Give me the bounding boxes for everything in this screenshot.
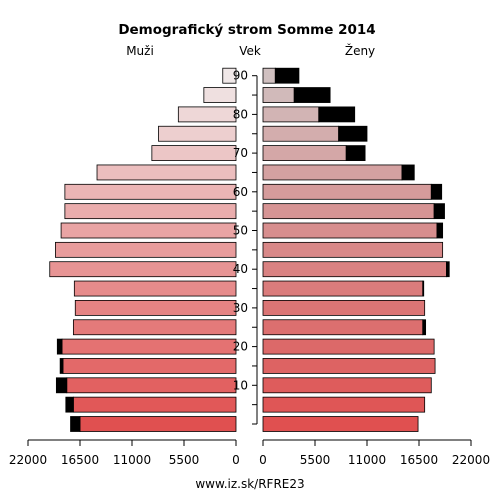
x-tick-label-women-16500: 16500 [400, 453, 438, 467]
men-bar-35-39 [73, 280, 237, 297]
x-tick-label-men-16500: 16500 [61, 453, 99, 467]
x-tick-label-women-0: 0 [259, 453, 267, 467]
men-label: Muži [126, 44, 154, 58]
age-label: Vek [239, 44, 261, 58]
men-bar-25-29 [72, 319, 237, 336]
women-bar-0-4 [262, 416, 419, 432]
women-bar-extra-60-64 [430, 183, 443, 200]
men-bar-45-49 [55, 241, 237, 258]
age-axis: 10 20 30 40 50 60 70 80 90 [233, 69, 258, 425]
men-bar-90+ [222, 67, 237, 84]
footer-url: www.iz.sk/RFRE23 [195, 477, 304, 491]
women-bar-extra-65-69 [401, 164, 415, 181]
chart-title: Demografický strom Somme 2014 [118, 22, 375, 38]
women-bar-extra-50-54 [436, 222, 444, 239]
women-bar-5-9 [262, 396, 426, 413]
women-bar-extra-85-89 [293, 87, 331, 103]
women-bar-90+ [262, 67, 276, 84]
age-tick-label-50: 50 [233, 224, 248, 238]
women-bar-extra-70-74 [345, 145, 366, 162]
women-bar-extra-35-39 [422, 280, 425, 297]
women-bar-70-74 [262, 145, 347, 162]
men-bar-15-19 [62, 358, 237, 374]
men-bar-extra-0-4 [70, 416, 81, 432]
age-tick-label-10: 10 [233, 378, 248, 392]
age-tick-label-60: 60 [233, 185, 248, 199]
men-bar-70-74 [151, 145, 237, 162]
age-tick-label-40: 40 [233, 262, 248, 276]
men-bar-extra-5-9 [65, 396, 74, 413]
age-tick-label-80: 80 [233, 107, 248, 121]
women-bar-75-79 [262, 125, 340, 142]
women-bar-50-54 [262, 222, 438, 239]
men-bar-85-89 [203, 87, 237, 103]
x-tick-label-men-5500: 5500 [169, 453, 200, 467]
women-bar-extra-40-44 [446, 261, 450, 278]
men-bar-extra-15-19 [59, 358, 64, 374]
men-bar-5-9 [72, 396, 237, 413]
x-tick-label-men-11000: 11000 [113, 453, 151, 467]
x-tick-label-men-22000: 22000 [9, 453, 47, 467]
women-bar-65-69 [262, 164, 403, 181]
men-bar-20-24 [61, 338, 237, 355]
women-bar-85-89 [262, 87, 295, 103]
women-bar-40-44 [262, 261, 447, 278]
women-bar-55-59 [262, 203, 435, 220]
women-bar-10-14 [262, 377, 432, 394]
age-tick-label-90: 90 [233, 69, 248, 83]
x-tick-label-women-11000: 11000 [348, 453, 386, 467]
women-bar-extra-25-29 [422, 319, 427, 336]
women-bar-35-39 [262, 280, 424, 297]
men-bar-10-14 [66, 377, 237, 394]
women-bar-25-29 [262, 319, 424, 336]
age-tick-label-30: 30 [233, 301, 248, 315]
women-bar-extra-75-79 [338, 125, 368, 142]
men-bar-30-34 [74, 299, 237, 316]
women-bar-80-84 [262, 106, 320, 123]
women-bar-15-19 [262, 358, 436, 374]
men-bars [49, 67, 237, 432]
x-tick-label-women-22000: 22000 [452, 453, 490, 467]
women-bar-60-64 [262, 183, 432, 200]
men-bar-0-4 [79, 416, 237, 432]
women-bar-extra-55-59 [433, 203, 445, 220]
x-axis-women: 22000 16500 11000 5500 0 [259, 439, 490, 467]
women-bar-20-24 [262, 338, 435, 355]
women-bar-30-34 [262, 299, 426, 316]
men-bar-extra-20-24 [56, 338, 63, 355]
age-tick-label-70: 70 [233, 146, 248, 160]
age-tick-label-20: 20 [233, 340, 248, 354]
men-bar-65-69 [96, 164, 237, 181]
x-tick-label-women-5500: 5500 [300, 453, 331, 467]
men-bar-80-84 [177, 106, 237, 123]
men-bar-extra-10-14 [55, 377, 68, 394]
men-bar-40-44 [49, 261, 237, 278]
women-bar-extra-90+ [274, 67, 300, 84]
men-bar-75-79 [158, 125, 237, 142]
women-bar-extra-80-84 [318, 106, 356, 123]
women-label: Ženy [345, 43, 375, 58]
men-bar-55-59 [64, 203, 237, 220]
x-axis-men: 22000 16500 11000 5500 0 [9, 439, 240, 467]
x-tick-label-men-0: 0 [232, 453, 240, 467]
men-bar-60-64 [64, 183, 237, 200]
women-bar-45-49 [262, 241, 444, 258]
men-bar-50-54 [60, 222, 237, 239]
women-bars [262, 67, 450, 432]
